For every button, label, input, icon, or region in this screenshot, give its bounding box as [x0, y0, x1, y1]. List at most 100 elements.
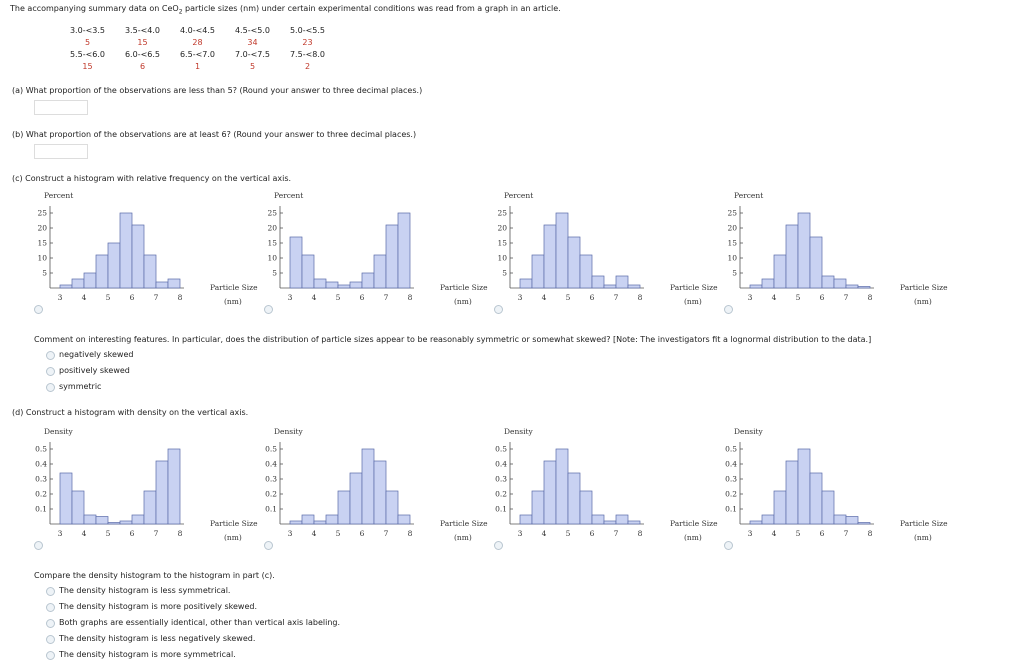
histogram-bar	[821, 275, 835, 289]
histogram-bar	[821, 490, 835, 525]
y-tick-label: 10	[37, 254, 47, 263]
option-label: symmetric	[59, 382, 102, 391]
y-axis-label: Percent	[504, 191, 533, 200]
x-tick-label: 5	[566, 293, 571, 302]
histogram-bar	[797, 212, 811, 289]
y-tick-label: 5	[502, 269, 507, 278]
radio-compare-5[interactable]	[46, 651, 55, 660]
question-b: (b) What proportion of the observations …	[12, 130, 417, 139]
histogram-bar	[531, 490, 545, 525]
x-axis-unit-label: (nm)	[224, 533, 242, 542]
x-tick-label: 3	[288, 293, 293, 302]
histogram-bar	[167, 448, 181, 525]
radio-d-4[interactable]	[724, 541, 733, 550]
x-tick-label: 6	[590, 529, 595, 538]
radio-compare-3[interactable]	[46, 619, 55, 628]
histogram-bar	[301, 514, 315, 525]
x-tick-label: 8	[638, 293, 643, 302]
radio-c-1[interactable]	[34, 305, 43, 314]
histogram-bar	[361, 448, 375, 525]
histogram-bar	[155, 281, 169, 289]
y-tick-label: 5	[272, 269, 277, 278]
radio-negatively-skewed[interactable]	[46, 351, 55, 360]
x-tick-label: 7	[614, 293, 619, 302]
x-tick-label: 6	[360, 293, 365, 302]
radio-c-3[interactable]	[494, 305, 503, 314]
histogram-bar	[579, 490, 593, 525]
histogram-bar	[313, 278, 327, 289]
histogram-bar	[107, 242, 121, 289]
x-tick-label: 3	[58, 293, 63, 302]
x-tick-label: 3	[748, 293, 753, 302]
answer-a-input[interactable]	[34, 100, 88, 115]
radio-compare-4[interactable]	[46, 635, 55, 644]
y-tick-label: 0.3	[265, 475, 277, 484]
histogram-bar	[519, 278, 533, 289]
x-tick-label: 3	[58, 529, 63, 538]
histogram-bar	[797, 448, 811, 525]
histogram-bar	[761, 514, 775, 525]
answer-b-input[interactable]	[34, 144, 88, 159]
y-tick-label: 0.4	[495, 460, 507, 469]
radio-d-1[interactable]	[34, 541, 43, 550]
y-tick-label: 25	[727, 209, 737, 218]
histogram-bar	[107, 522, 121, 525]
histogram-bar	[543, 460, 557, 525]
histogram-bar	[591, 275, 605, 289]
histogram-bar	[531, 254, 545, 289]
x-tick-label: 4	[312, 293, 317, 302]
radio-d-2[interactable]	[264, 541, 273, 550]
histogram-bar	[155, 460, 169, 525]
x-axis-label: Particle Size	[900, 519, 948, 528]
x-axis-label: Particle Size	[670, 283, 718, 292]
histogram-bar	[95, 516, 109, 525]
histogram-bar	[313, 520, 327, 525]
x-axis-unit-label: (nm)	[224, 297, 242, 306]
radio-positively-skewed[interactable]	[46, 367, 55, 376]
histogram-bar	[397, 212, 411, 289]
histogram-bar	[59, 284, 73, 289]
y-tick-label: 5	[42, 269, 47, 278]
y-tick-label: 0.5	[265, 445, 277, 454]
histogram-d-4: Density 0.1 0.2 0.3 0.4 0.5 3 4 5 6 7 8 Particle Siz…	[725, 427, 948, 542]
histogram-bar	[761, 278, 775, 289]
radio-d-3[interactable]	[494, 541, 503, 550]
radio-c-4[interactable]	[724, 305, 733, 314]
x-tick-label: 4	[82, 529, 87, 538]
x-tick-label: 4	[772, 529, 777, 538]
x-tick-label: 4	[312, 529, 317, 538]
x-axis-label: Particle Size	[670, 519, 718, 528]
x-axis-unit-label: (nm)	[684, 533, 702, 542]
histogram-bar	[143, 254, 157, 289]
histogram-bar	[373, 460, 387, 525]
option-label: The density histogram is less negatively…	[59, 634, 256, 643]
y-tick-label: 25	[267, 209, 277, 218]
radio-symmetric[interactable]	[46, 383, 55, 392]
histogram-bar	[71, 278, 85, 289]
x-tick-label: 6	[130, 529, 135, 538]
histogram-bar	[603, 284, 617, 289]
histogram-bar	[83, 514, 97, 525]
radio-compare-1[interactable]	[46, 587, 55, 596]
y-tick-label: 0.5	[35, 445, 47, 454]
x-tick-label: 8	[868, 529, 873, 538]
x-tick-label: 3	[748, 529, 753, 538]
y-tick-label: 0.2	[265, 490, 277, 499]
histogram-bar	[773, 254, 787, 289]
histogram-bar	[349, 472, 363, 525]
histogram-bar	[809, 472, 823, 525]
x-tick-label: 5	[336, 293, 341, 302]
x-tick-label: 7	[844, 529, 849, 538]
y-tick-label: 0.4	[265, 460, 277, 469]
y-tick-label: 15	[727, 239, 737, 248]
histogram-bar	[845, 284, 859, 289]
x-tick-label: 7	[154, 293, 159, 302]
x-axis-label: Particle Size	[440, 283, 488, 292]
y-tick-label: 10	[727, 254, 737, 263]
histogram-bar	[373, 254, 387, 289]
x-tick-label: 8	[638, 529, 643, 538]
radio-compare-2[interactable]	[46, 603, 55, 612]
radio-c-2[interactable]	[264, 305, 273, 314]
table-row: 15 6 1 5 2	[82, 61, 311, 71]
x-tick-label: 3	[518, 293, 523, 302]
